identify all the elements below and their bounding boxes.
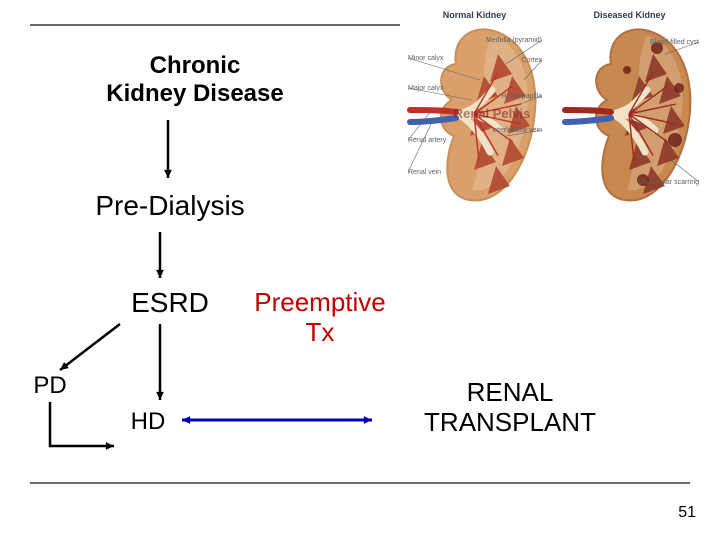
- node-hd: HD: [118, 408, 178, 436]
- svg-text:Glomerular scarring: Glomerular scarring: [638, 179, 700, 186]
- kidney-normal: Normal Kidney Minor calyx Major calyx Rena…: [402, 10, 547, 220]
- svg-text:Blood-filled cyst: Blood-filled cyst: [650, 39, 699, 46]
- svg-text:Renal Pelvis: Renal Pelvis: [454, 106, 531, 121]
- top-rule: [30, 24, 400, 26]
- kidney-diseased-title: Diseased Kidney: [557, 10, 702, 20]
- svg-text:Medulla (pyramid): Medulla (pyramid): [486, 37, 542, 44]
- svg-text:Renal vein: Renal vein: [408, 169, 441, 176]
- kidney-normal-title: Normal Kidney: [402, 10, 547, 20]
- kidney-diseased: Diseased Kidney Blood-filled cyst Glomeru…: [557, 10, 702, 220]
- kidney-illustration: Normal Kidney Minor calyx Major calyx Rena…: [402, 10, 702, 220]
- node-pd: PD: [20, 372, 80, 400]
- svg-text:Interlobular vein: Interlobular vein: [492, 127, 542, 134]
- svg-text:Cortex: Cortex: [521, 57, 542, 64]
- node-esrd: ESRD: [110, 287, 230, 319]
- svg-text:Major calyx: Major calyx: [408, 85, 444, 92]
- bottom-rule: [30, 482, 690, 484]
- svg-text:Renal artery: Renal artery: [408, 137, 447, 144]
- svg-text:Renal papilla: Renal papilla: [502, 93, 543, 100]
- page-number: 51: [678, 504, 696, 522]
- svg-text:Minor calyx: Minor calyx: [408, 55, 444, 62]
- node-preemptive: PreemptiveTx: [240, 288, 400, 348]
- node-ckd: ChronicKidney Disease: [90, 52, 300, 107]
- node-renal-transplant: RENALTRANSPLANT: [380, 378, 640, 438]
- node-pre-dialysis: Pre-Dialysis: [50, 190, 290, 222]
